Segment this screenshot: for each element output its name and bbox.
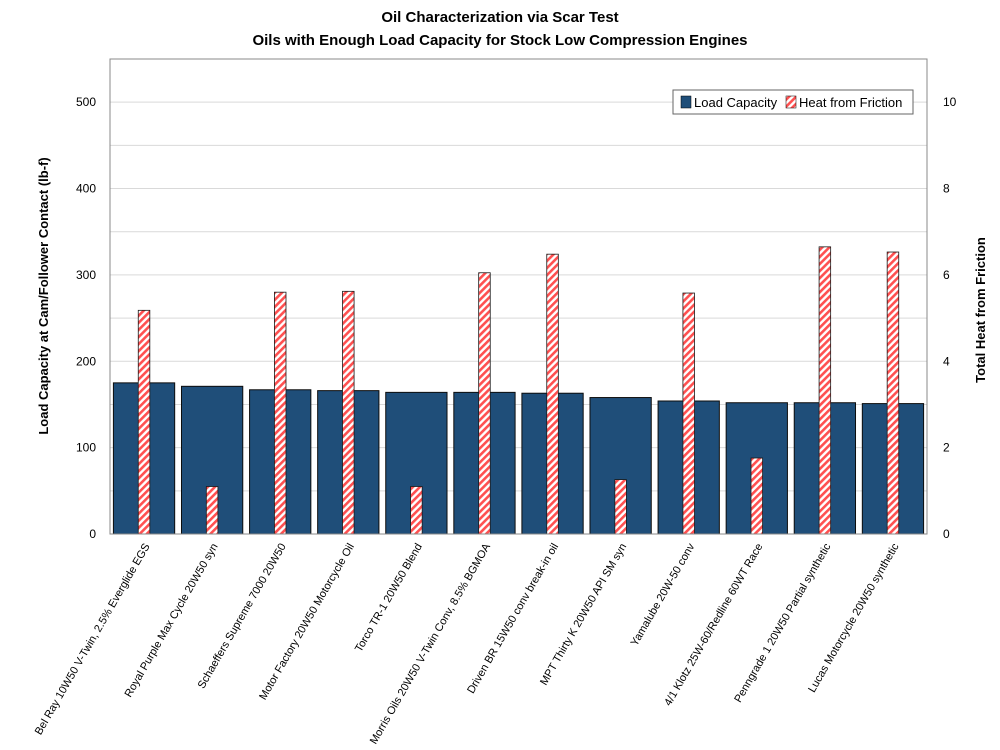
y-tick-label: 200 xyxy=(76,354,96,368)
left-axis-ticks: 0 100 200 300 400 500 xyxy=(76,95,96,541)
category-label: Torco TR-1 20W50 Blend xyxy=(353,542,425,655)
heat-bar xyxy=(342,290,355,535)
plot-area-border xyxy=(109,58,928,535)
y-tick-label: 0 xyxy=(89,527,96,541)
heat-bar xyxy=(750,457,763,535)
heat-bar xyxy=(410,486,423,535)
legend-swatch-heat xyxy=(785,95,797,109)
category-label: Yamalube 20W-50 conv xyxy=(629,541,698,648)
y2-tick-label: 6 xyxy=(943,268,950,282)
legend-swatch-load-capacity xyxy=(680,95,692,109)
gridlines xyxy=(110,101,927,492)
y2-tick-label: 4 xyxy=(943,354,950,368)
heat-bar xyxy=(614,479,627,535)
y-tick-label: 300 xyxy=(76,268,96,282)
category-label: Morris Oils 20W50 V-Twin Conv, 8.5% BGMO… xyxy=(368,541,494,746)
chart-title-line-2: Oils with Enough Load Capacity for Stock… xyxy=(252,32,747,49)
heat-bar xyxy=(137,309,151,535)
heat-bar xyxy=(205,486,219,535)
y2-tick-label: 8 xyxy=(943,182,950,196)
heat-bar xyxy=(818,246,832,535)
chart-title-line-1: Oil Characterization via Scar Test xyxy=(381,9,618,26)
right-axis-ticks: 0 2 4 6 8 10 xyxy=(943,95,957,541)
category-labels: Bel Ray 10W50 V-Twin, 2.5% Everglide EGS… xyxy=(33,541,902,746)
heat-bars xyxy=(137,246,900,535)
y2-tick-label: 2 xyxy=(943,441,950,455)
heat-bar xyxy=(886,251,900,535)
heat-bar xyxy=(478,272,491,535)
heat-bar xyxy=(546,253,559,535)
legend-label-heat: Heat from Friction xyxy=(799,95,902,110)
legend-label-load-capacity: Load Capacity xyxy=(694,95,778,110)
y-axis-label: Load Capacity at Cam/Follower Contact (l… xyxy=(36,157,51,434)
y-tick-label: 100 xyxy=(76,441,96,455)
y2-axis-label: Total Heat from Friction xyxy=(973,237,988,383)
heat-bar xyxy=(682,292,695,535)
legend: Load Capacity Heat from Friction xyxy=(672,89,914,115)
category-label: Bel Ray 10W50 V-Twin, 2.5% Everglide EGS xyxy=(33,542,153,738)
y2-tick-label: 10 xyxy=(943,95,957,109)
y-tick-label: 500 xyxy=(76,95,96,109)
heat-bar xyxy=(274,291,287,535)
y-tick-label: 400 xyxy=(76,182,96,196)
load-capacity-bars xyxy=(112,382,925,535)
y2-tick-label: 0 xyxy=(943,527,950,541)
